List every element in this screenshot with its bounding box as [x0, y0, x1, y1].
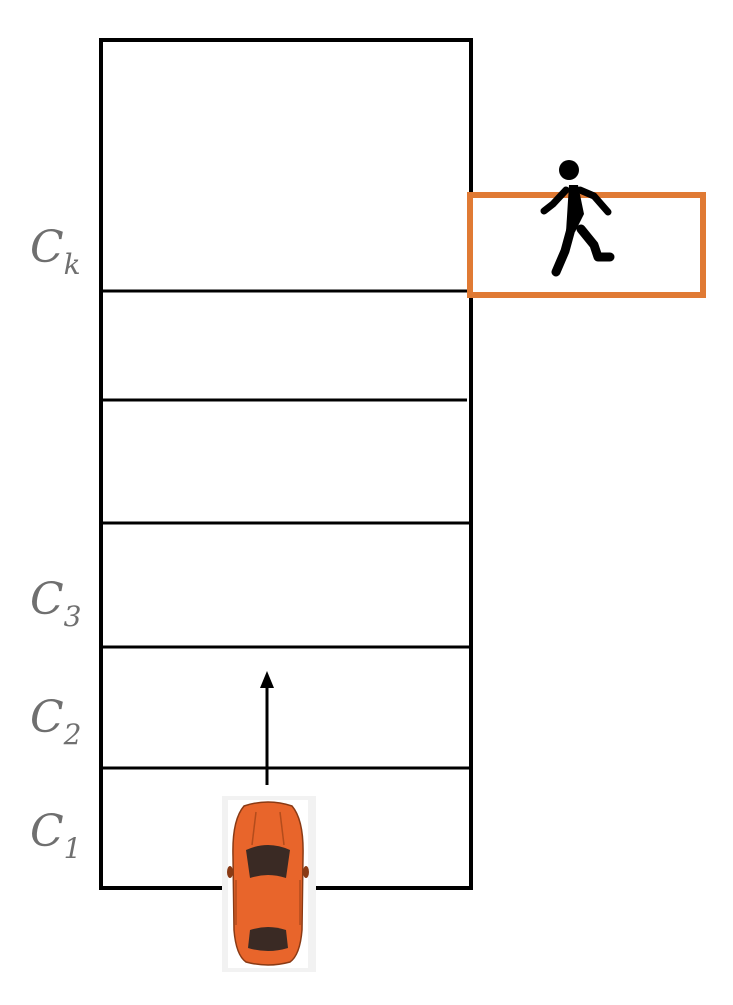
label-c3: C3 [30, 574, 82, 633]
car-top-view-icon [222, 796, 316, 972]
running-pedestrian-icon [540, 160, 615, 277]
road-outline [99, 38, 473, 890]
label-c2: C2 [30, 692, 82, 751]
label-c1: C1 [30, 806, 82, 865]
up-arrow-icon [260, 671, 274, 785]
label-ck: Ck [30, 222, 81, 281]
pedestrian-region [467, 192, 706, 298]
